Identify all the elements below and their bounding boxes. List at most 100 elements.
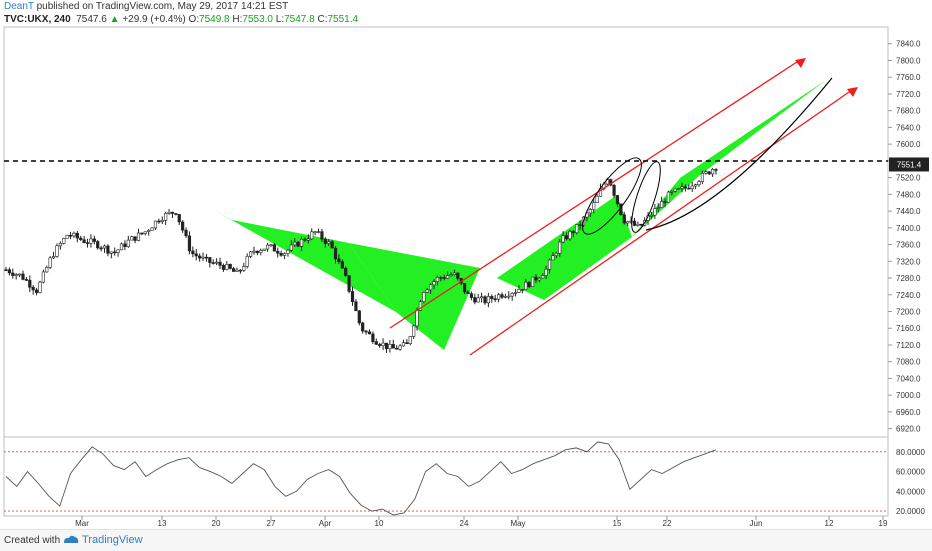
time-tick-label: 13 [158, 519, 167, 528]
price-tick-label: 6960.0 [896, 408, 921, 417]
candle-body [700, 172, 705, 182]
candle-body [269, 244, 273, 246]
candle-body [367, 331, 372, 335]
candle-body [296, 241, 300, 247]
tradingview-brand[interactable]: TradingView [82, 534, 143, 546]
time-tick-label: 19 [879, 519, 888, 528]
candlestick-series[interactable] [4, 168, 718, 353]
candle-body [238, 269, 243, 272]
candle-body [245, 256, 249, 267]
candle-body [446, 275, 450, 279]
candle-body [507, 295, 511, 298]
candle-body [544, 268, 548, 276]
price-tag-bg [889, 157, 929, 172]
candle-body [303, 238, 307, 241]
candle-body [262, 248, 266, 251]
candle-body [425, 289, 429, 293]
channel-lower-line[interactable] [469, 89, 853, 356]
candle-body [55, 245, 59, 257]
candle-body [391, 344, 395, 349]
chart-header: DeanT published on TradingView.com, May … [4, 1, 358, 26]
candle-body [333, 247, 338, 260]
change-value: +29.9 (+0.4%) [122, 14, 186, 25]
candle-body [313, 231, 317, 234]
candle-body [527, 281, 531, 288]
candle-body [398, 345, 402, 350]
price-axis[interactable]: 6920.0 6960.0 7000.0 7040.0 7080.0 7120.0 7160… [888, 40, 921, 434]
channel-upper-line[interactable] [389, 59, 801, 329]
tradingview-logo-icon[interactable] [62, 533, 80, 547]
chart-canvas[interactable]: 6920.0 6960.0 7000.0 7040.0 7080.0 7120.0 7160… [0, 0, 932, 529]
candle-body [711, 169, 715, 175]
candle-body [520, 289, 524, 291]
candle-body [41, 271, 45, 283]
candle-body [486, 296, 490, 304]
candle-body [412, 325, 416, 337]
candle-body [282, 253, 287, 256]
candle-body [687, 187, 691, 190]
curve-projection[interactable] [645, 77, 833, 231]
candle-body [656, 207, 660, 209]
rsi-line[interactable] [5, 441, 717, 516]
candle-body [449, 274, 453, 277]
bat-pattern-right-leg-1[interactable] [497, 195, 632, 300]
price-tick-label: 7760.0 [896, 73, 921, 82]
candle-body [201, 256, 205, 259]
symbol-label[interactable]: TVC:UKX, 240 [4, 14, 71, 25]
close-value: 7551.4 [327, 14, 359, 25]
rsi-tick-label: 60.0000 [896, 468, 925, 477]
price-tick-label: 7160.0 [896, 324, 921, 333]
candle-body [323, 238, 327, 244]
current-price-tag: 7551.4 [889, 157, 929, 172]
candle-body [680, 186, 684, 189]
candle-body [500, 294, 504, 298]
candle-body [350, 291, 355, 303]
candle-body [293, 241, 297, 246]
price-tick-label: 7720.0 [896, 90, 921, 99]
last-price: 7547.6 [76, 14, 107, 25]
time-tick-label: 24 [460, 519, 469, 528]
candle-body [677, 188, 681, 190]
price-pane-border [3, 26, 889, 438]
trend-drawings[interactable] [4, 58, 888, 356]
candle-body [327, 241, 331, 244]
candle-body [401, 342, 406, 347]
time-axis[interactable]: Mar 13 20 27 Apr 10 24 May 15 22 Jun 12 19 [75, 516, 888, 528]
candle-body [330, 241, 334, 249]
price-tick-label: 7520.0 [896, 174, 921, 183]
rsi-pane-border [3, 436, 889, 517]
candle-body [629, 220, 633, 223]
candle-body [364, 330, 368, 333]
candle-body [435, 277, 440, 282]
candle-body [653, 208, 657, 216]
ellipse-highlight-bottom[interactable] [626, 159, 666, 235]
high-label: H: [232, 14, 243, 25]
author-link[interactable]: DeanT [4, 1, 34, 12]
close-label: C: [317, 14, 328, 25]
candle-body [578, 224, 582, 227]
open-value: 7549.8 [199, 14, 230, 25]
candle-body [340, 261, 344, 269]
rsi-indicator[interactable]: 20.0000 40.0000 60.0000 80.0000 [4, 441, 925, 516]
candle-body [571, 231, 575, 234]
candle-body [636, 223, 640, 226]
bat-pattern-left-leg-2[interactable] [349, 243, 480, 350]
candle-body [96, 241, 100, 249]
low-value: 7547.8 [284, 14, 315, 25]
candle-body [276, 250, 280, 254]
candle-body [211, 262, 215, 264]
candle-body [279, 252, 283, 256]
up-arrow-icon: ▲ [109, 14, 120, 25]
candle-body [232, 268, 236, 272]
candle-body [347, 275, 351, 292]
created-with-label: Created with [4, 535, 61, 546]
candle-body [147, 230, 151, 233]
candle-body [218, 261, 222, 266]
candle-body [490, 296, 494, 300]
price-tick-label: 7040.0 [896, 374, 921, 383]
candle-body [14, 274, 18, 276]
open-label: O: [188, 14, 200, 25]
candle-body [174, 213, 178, 215]
candle-body [405, 342, 409, 345]
ellipse-highlight-top[interactable] [574, 151, 651, 242]
